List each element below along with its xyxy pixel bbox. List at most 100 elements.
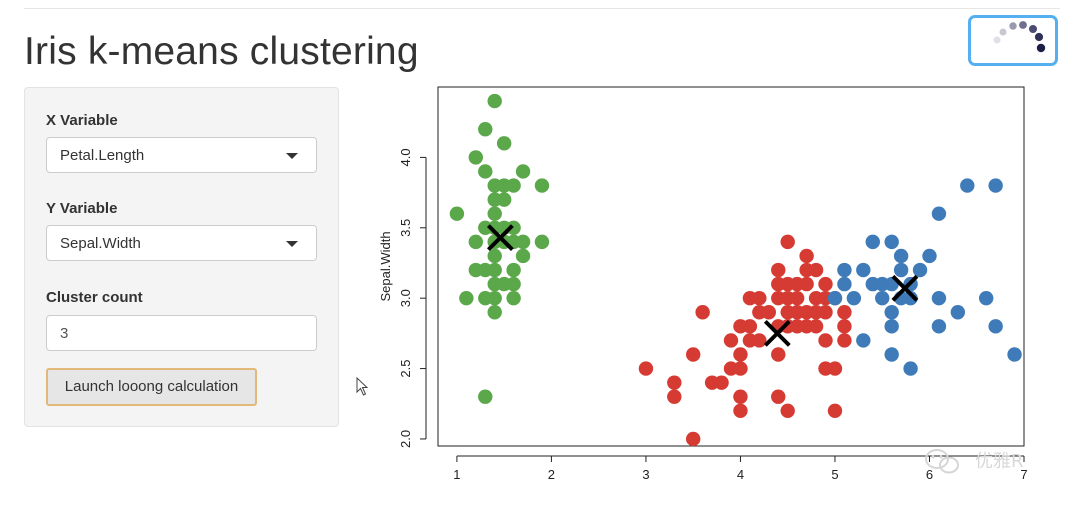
data-point-red [771, 389, 786, 404]
data-point-green [496, 192, 512, 207]
data-point-red [667, 375, 682, 390]
data-point-green [487, 290, 502, 306]
data-point-blue [884, 319, 899, 334]
data-point-green [449, 206, 465, 221]
data-point-blue [837, 262, 852, 278]
data-point-blue [922, 248, 937, 264]
data-point-blue [884, 347, 899, 362]
data-point-red [761, 305, 777, 320]
data-point-blue [893, 262, 909, 278]
cluster-count-value: 3 [60, 325, 69, 342]
data-point-red [733, 389, 748, 404]
data-point-red [818, 276, 833, 292]
y-tick-label: 2.0 [398, 430, 413, 448]
data-point-blue [856, 333, 871, 348]
sidebar-panel: X Variable Petal.Length Y Variable Sepal… [24, 87, 339, 427]
data-point-blue [846, 290, 862, 306]
x-tick-label: 1 [453, 467, 460, 480]
data-point-blue [960, 178, 975, 193]
watermark-text: 优雅R [975, 451, 1024, 472]
data-point-red [818, 333, 833, 348]
x-variable-select[interactable]: Petal.Length [46, 137, 317, 173]
data-point-red [752, 290, 767, 306]
data-point-blue [950, 305, 966, 320]
data-point-blue [827, 290, 843, 306]
cluster-count-label: Cluster count [46, 289, 143, 306]
data-point-red [723, 333, 739, 348]
data-point-red [818, 361, 833, 376]
data-point-red [808, 262, 824, 278]
cluster-center [763, 319, 791, 347]
cluster-center [486, 224, 514, 252]
scatter-plot: 1 2 3 4 5 6 7 2.0 2.5 3.0 3.5 4.0 Sepal.Width [378, 86, 1028, 480]
data-point-red [771, 262, 786, 278]
data-point-red [685, 347, 701, 362]
y-tick-label: 2.5 [398, 360, 413, 378]
data-point-blue [931, 290, 947, 306]
x-tick-label: 6 [926, 467, 933, 480]
data-point-blue [978, 290, 994, 306]
data-point-blue [865, 234, 880, 250]
data-point-red [827, 403, 843, 419]
loading-spinner-icon [993, 21, 1046, 53]
data-point-blue [884, 234, 899, 250]
data-point-green [534, 178, 550, 193]
data-point-red [799, 276, 814, 292]
data-point-blue [903, 290, 918, 306]
data-point-green [506, 262, 521, 278]
data-point-green [459, 290, 474, 306]
data-point-red [780, 234, 795, 250]
page-title: Iris k-means clustering [24, 30, 419, 73]
y-variable-label: Y Variable [46, 200, 118, 217]
data-point-green [506, 290, 521, 306]
cluster-center [891, 274, 919, 302]
data-point-green [515, 164, 531, 179]
data-point-green [468, 234, 484, 250]
data-point-red [733, 361, 748, 376]
data-point-blue [931, 319, 947, 334]
data-point-green [487, 276, 502, 292]
x-variable-label: X Variable [46, 112, 118, 129]
data-point-red [799, 248, 814, 264]
data-point-blue [912, 262, 928, 278]
data-point-green [468, 150, 484, 165]
data-point-green [487, 262, 502, 278]
data-point-red [685, 431, 701, 447]
data-point-green [487, 248, 502, 264]
x-tick-label: 3 [642, 467, 649, 480]
wechat-icon [925, 449, 959, 474]
data-point-green [534, 234, 550, 250]
cluster-count-input[interactable]: 3 [46, 315, 317, 351]
data-point-blue [856, 262, 871, 278]
y-tick-label: 4.0 [398, 148, 413, 166]
data-point-blue [988, 319, 1003, 334]
chevron-down-icon [286, 241, 298, 247]
data-point-red [742, 319, 758, 334]
x-variable-value: Petal.Length [60, 147, 145, 164]
data-point-blue [1007, 347, 1022, 362]
data-point-green [515, 234, 531, 250]
data-point-red [714, 375, 729, 390]
y-variable-select[interactable]: Sepal.Width [46, 225, 317, 261]
data-point-green [506, 178, 521, 193]
data-point-blue [988, 178, 1003, 193]
y-tick-label: 3.5 [398, 219, 413, 237]
loading-indicator [968, 15, 1058, 66]
data-point-green [487, 93, 502, 109]
launch-calculation-button[interactable]: Launch looong calculation [46, 368, 257, 406]
data-point-red [780, 403, 795, 419]
mouse-pointer-icon [356, 377, 369, 396]
data-point-green [496, 136, 512, 151]
y-tick-label: 3.0 [398, 289, 413, 307]
top-divider [24, 8, 1060, 9]
data-point-red [789, 290, 805, 306]
data-point-red [733, 347, 748, 362]
x-tick-label: 5 [831, 467, 838, 480]
chevron-down-icon [286, 153, 298, 159]
data-point-red [667, 389, 682, 404]
data-point-red [808, 319, 824, 334]
data-point-blue [903, 361, 918, 376]
y-variable-value: Sepal.Width [60, 235, 141, 252]
data-point-blue [837, 276, 852, 292]
x-tick-label: 4 [737, 467, 744, 480]
